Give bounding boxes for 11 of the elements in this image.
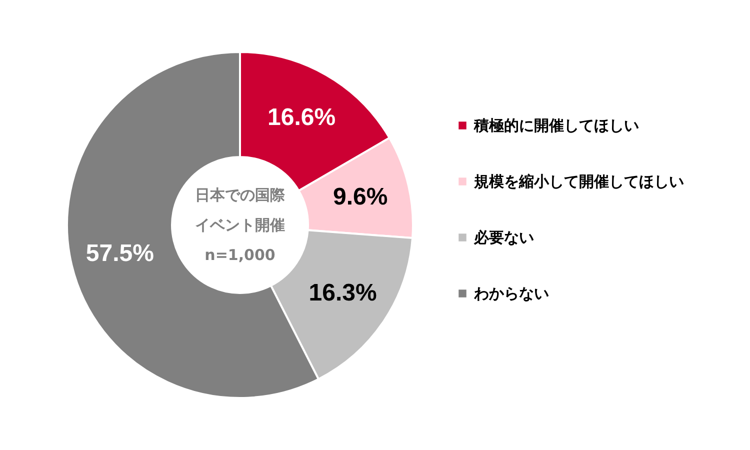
data-label: 57.5%	[86, 240, 154, 267]
legend-label: 規模を縮小して開催してほしい	[473, 172, 684, 190]
legend-label: 積極的に開催してほしい	[473, 116, 639, 134]
text: 日本での国際	[195, 186, 286, 204]
data-label: 16.3%	[308, 279, 377, 306]
legend-label: 必要ない	[473, 228, 534, 246]
data-label: 9.6%	[333, 183, 388, 210]
legend-label: わからない	[473, 284, 549, 302]
data-label: 16.6%	[267, 104, 336, 131]
text: イベント開催	[195, 216, 285, 234]
text: n=1,000	[204, 246, 276, 264]
